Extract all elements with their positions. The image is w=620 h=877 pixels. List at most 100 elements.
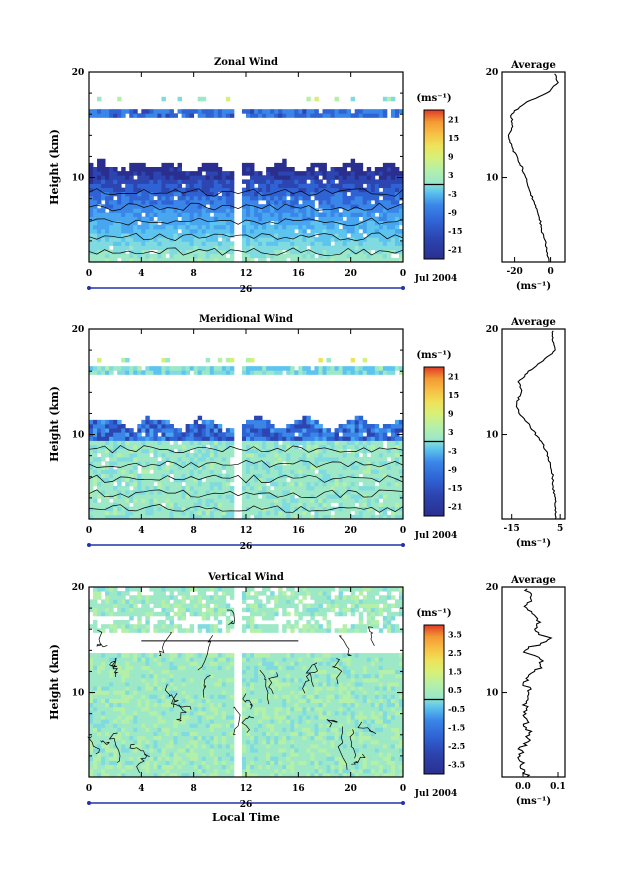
heatmap-cell bbox=[182, 661, 186, 666]
heatmap-cell bbox=[153, 740, 157, 745]
heatmap-cell bbox=[206, 441, 210, 446]
heatmap-cell bbox=[274, 167, 278, 172]
heatmap-cell bbox=[178, 616, 182, 621]
heatmap-cell bbox=[165, 711, 169, 716]
heatmap-cell bbox=[153, 661, 157, 666]
heatmap-cell bbox=[363, 490, 367, 495]
heatmap-cell bbox=[371, 502, 375, 507]
heatmap-cell bbox=[157, 756, 161, 761]
heatmap-cell bbox=[186, 445, 190, 450]
heatmap-cell bbox=[294, 184, 298, 189]
heatmap-cell bbox=[391, 250, 395, 255]
heatmap-cell bbox=[242, 441, 246, 446]
heatmap-cell bbox=[109, 591, 113, 596]
heatmap-cell bbox=[170, 254, 174, 259]
heatmap-cell bbox=[113, 769, 117, 774]
heatmap-cell bbox=[109, 511, 113, 516]
heatmap-cell bbox=[343, 441, 347, 446]
heatmap-cell bbox=[383, 465, 387, 470]
heatmap-cell bbox=[302, 245, 306, 250]
heatmap-cell bbox=[306, 436, 310, 441]
heatmap-cell bbox=[149, 608, 153, 613]
heatmap-cell bbox=[198, 719, 202, 724]
heatmap-cell bbox=[310, 171, 314, 176]
heatmap-cell bbox=[202, 196, 206, 201]
heatmap-cell bbox=[101, 449, 105, 454]
heatmap-cell bbox=[206, 465, 210, 470]
heatmap-cell bbox=[101, 507, 105, 512]
heatmap-cell bbox=[294, 196, 298, 201]
heatmap-cell bbox=[331, 200, 335, 205]
heatmap-cell bbox=[157, 204, 161, 209]
heatmap-cell bbox=[387, 188, 391, 193]
heatmap-cell bbox=[331, 212, 335, 217]
heatmap-cell bbox=[298, 511, 302, 516]
heatmap-cell bbox=[89, 428, 93, 433]
heatmap-cell bbox=[395, 237, 399, 242]
heatmap-cell bbox=[186, 225, 190, 230]
heatmap-cell bbox=[170, 661, 174, 666]
heatmap-cell bbox=[186, 760, 190, 765]
heatmap-cell bbox=[282, 254, 286, 259]
heatmap-cell bbox=[153, 732, 157, 737]
heatmap-cell bbox=[161, 678, 165, 683]
heatmap-cell bbox=[145, 707, 149, 712]
heatmap-cell bbox=[125, 254, 129, 259]
heatmap-cell bbox=[226, 221, 230, 226]
heatmap-cell bbox=[306, 502, 310, 507]
heatmap-cell bbox=[101, 670, 105, 675]
heatmap-cell bbox=[262, 465, 266, 470]
heatmap-cell bbox=[202, 756, 206, 761]
heatmap-cell bbox=[105, 424, 109, 429]
heatmap-cell bbox=[194, 752, 198, 757]
heatmap-cell bbox=[101, 661, 105, 666]
heatmap-cell bbox=[262, 179, 266, 184]
x-tick-label: 16 bbox=[292, 269, 305, 279]
heatmap-cell bbox=[258, 212, 262, 217]
heatmap-cell bbox=[125, 690, 129, 695]
heatmap-cell bbox=[145, 612, 149, 617]
heatmap-cell bbox=[383, 245, 387, 250]
heatmap-cell bbox=[286, 441, 290, 446]
heatmap-cell bbox=[113, 167, 117, 172]
heatmap-cell bbox=[226, 225, 230, 230]
heatmap-cell bbox=[137, 715, 141, 720]
heatmap-cell bbox=[194, 727, 198, 732]
heatmap-cell bbox=[178, 225, 182, 230]
heatmap-cell bbox=[182, 212, 186, 217]
heatmap-cell bbox=[310, 113, 314, 118]
heatmap-cell bbox=[121, 441, 125, 446]
heatmap-cell bbox=[355, 507, 359, 512]
heatmap-cell bbox=[282, 200, 286, 205]
heatmap-cell bbox=[93, 595, 97, 600]
heatmap-cell bbox=[379, 212, 383, 217]
heatmap-cell bbox=[190, 719, 194, 724]
heatmap-cell bbox=[145, 167, 149, 172]
heatmap-cell bbox=[117, 370, 121, 375]
heatmap-cell bbox=[198, 436, 202, 441]
heatmap-cell bbox=[190, 690, 194, 695]
heatmap-cell bbox=[89, 769, 93, 774]
heatmap-cell bbox=[242, 229, 246, 234]
heatmap-cell bbox=[290, 167, 294, 172]
heatmap-cell bbox=[182, 591, 186, 596]
heatmap-cell bbox=[121, 628, 125, 633]
heatmap-cell bbox=[194, 612, 198, 617]
heatmap-cell bbox=[331, 225, 335, 230]
heatmap-cell bbox=[97, 109, 101, 114]
heatmap-cell bbox=[198, 490, 202, 495]
heatmap-cell bbox=[97, 760, 101, 765]
heatmap-cell bbox=[145, 628, 149, 633]
heatmap-cell bbox=[351, 486, 355, 491]
heatmap-cell bbox=[157, 507, 161, 512]
heatmap-cell bbox=[133, 171, 137, 176]
heatmap-cell bbox=[375, 474, 379, 479]
heatmap-cell bbox=[161, 703, 165, 708]
heatmap-cell bbox=[165, 703, 169, 708]
heatmap-cell bbox=[149, 769, 153, 774]
heatmap-cell bbox=[161, 748, 165, 753]
heatmap-cell bbox=[133, 732, 137, 737]
heatmap-cell bbox=[157, 744, 161, 749]
heatmap-cell bbox=[347, 474, 351, 479]
heatmap-cell bbox=[121, 760, 125, 765]
